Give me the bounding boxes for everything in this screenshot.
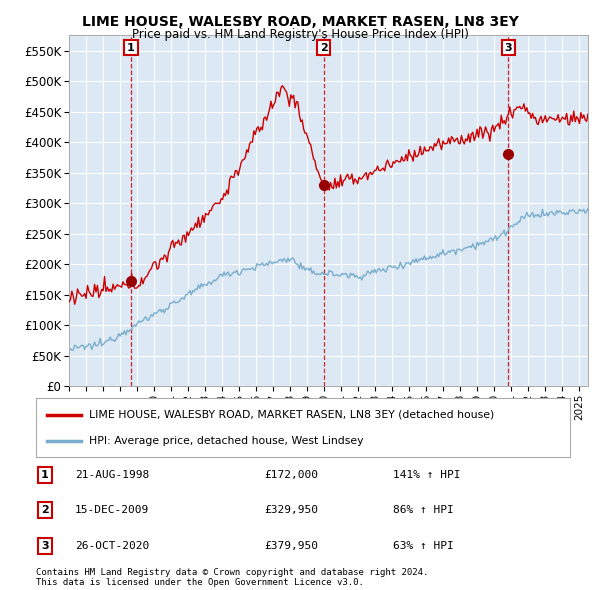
Text: 21-AUG-1998: 21-AUG-1998 (75, 470, 149, 480)
Text: This data is licensed under the Open Government Licence v3.0.: This data is licensed under the Open Gov… (36, 578, 364, 587)
Text: 3: 3 (505, 42, 512, 53)
Text: LIME HOUSE, WALESBY ROAD, MARKET RASEN, LN8 3EY: LIME HOUSE, WALESBY ROAD, MARKET RASEN, … (82, 15, 518, 29)
Text: 2: 2 (320, 42, 328, 53)
Text: 141% ↑ HPI: 141% ↑ HPI (393, 470, 461, 480)
Text: 3: 3 (41, 541, 49, 550)
Text: 1: 1 (127, 42, 135, 53)
Text: £172,000: £172,000 (264, 470, 318, 480)
Text: LIME HOUSE, WALESBY ROAD, MARKET RASEN, LN8 3EY (detached house): LIME HOUSE, WALESBY ROAD, MARKET RASEN, … (89, 410, 494, 419)
Text: 86% ↑ HPI: 86% ↑ HPI (393, 506, 454, 515)
Text: £329,950: £329,950 (264, 506, 318, 515)
Text: Price paid vs. HM Land Registry's House Price Index (HPI): Price paid vs. HM Land Registry's House … (131, 28, 469, 41)
Text: 15-DEC-2009: 15-DEC-2009 (75, 506, 149, 515)
Text: Contains HM Land Registry data © Crown copyright and database right 2024.: Contains HM Land Registry data © Crown c… (36, 568, 428, 577)
Text: £379,950: £379,950 (264, 541, 318, 550)
Text: 26-OCT-2020: 26-OCT-2020 (75, 541, 149, 550)
Text: 1: 1 (41, 470, 49, 480)
Text: HPI: Average price, detached house, West Lindsey: HPI: Average price, detached house, West… (89, 436, 364, 445)
Text: 63% ↑ HPI: 63% ↑ HPI (393, 541, 454, 550)
Text: 2: 2 (41, 506, 49, 515)
